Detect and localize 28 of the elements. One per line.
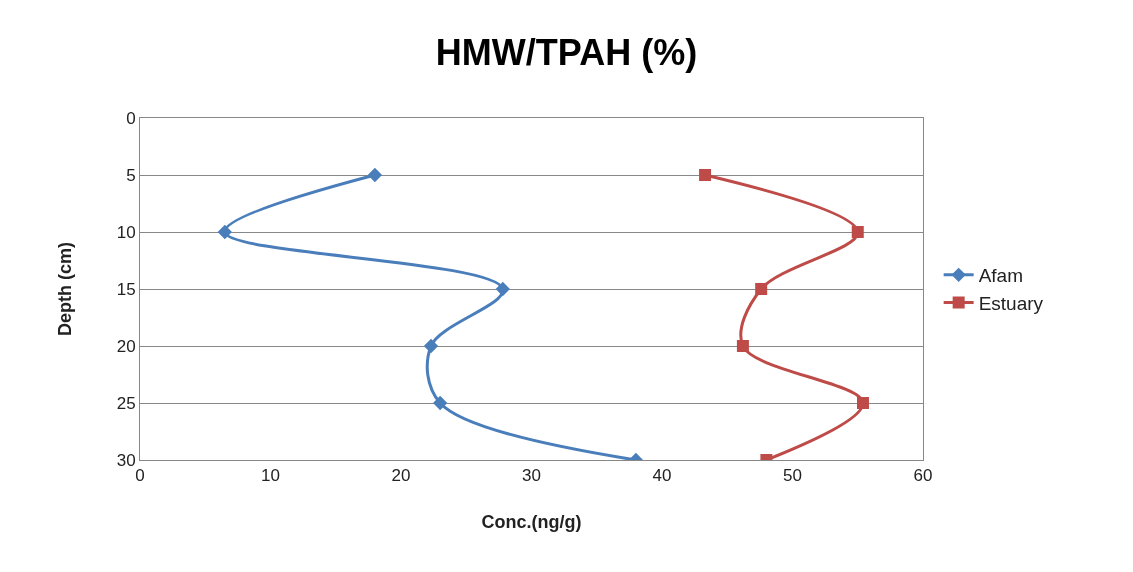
legend-label: Afam (978, 265, 1024, 287)
y-tick-label: 20 (116, 336, 136, 356)
x-tick-label: 50 (783, 466, 802, 486)
point (856, 397, 869, 409)
x-tick-label: 40 (652, 466, 672, 486)
point (433, 395, 448, 411)
y-tick-label: 0 (126, 108, 136, 128)
y-tick-label: 15 (116, 279, 136, 299)
point (367, 167, 383, 183)
point (851, 226, 864, 238)
point (755, 283, 768, 295)
x-axis-title: Conc.(ng/g) (481, 511, 582, 532)
point (699, 169, 712, 181)
point (423, 338, 439, 354)
y-tick-label: 10 (116, 222, 136, 242)
point (495, 281, 510, 297)
y-axis-title: Depth (cm) (54, 242, 75, 336)
x-tick-label: 10 (261, 466, 280, 486)
y-tick-label: 25 (116, 393, 136, 413)
y-tick-label: 5 (126, 165, 136, 185)
chart-title: HMW/TPAH (%) (435, 32, 698, 74)
x-tick-label: 30 (522, 466, 541, 486)
x-tick-label: 20 (391, 466, 411, 486)
x-tick-label: 60 (913, 466, 933, 486)
y-tick-label: 30 (116, 450, 136, 470)
legend-label: Estuary (978, 292, 1044, 314)
point (736, 340, 749, 352)
point (217, 224, 232, 240)
